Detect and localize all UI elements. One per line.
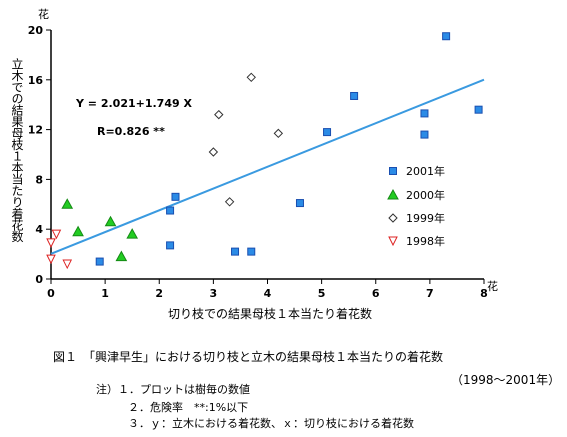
- legend-marker: [387, 188, 399, 200]
- data-point: [224, 197, 235, 207]
- regression-equation: Y = 2.021+1.749 X: [75, 97, 192, 110]
- data-point: [323, 128, 332, 137]
- data-point: [474, 105, 483, 114]
- y-tick-label: 4: [35, 223, 43, 236]
- x-unit-label: 花: [487, 280, 498, 293]
- regression-line: [50, 78, 485, 255]
- legend-label: 2001年: [406, 164, 445, 178]
- x-tick-label: 4: [264, 287, 272, 300]
- y-tick-label: 16: [28, 74, 44, 87]
- x-tick-label: 6: [372, 287, 380, 300]
- data-point: [208, 147, 219, 157]
- data-point: [95, 257, 104, 266]
- x-tick-label: 5: [318, 287, 326, 300]
- legend-marker: [389, 167, 397, 175]
- data-point: [420, 130, 429, 139]
- y-tick-label: 8: [35, 173, 43, 186]
- x-tick-label: 7: [426, 287, 434, 300]
- y-tick-label: 20: [28, 24, 44, 37]
- data-point: [51, 229, 62, 240]
- legend-label: 2000年: [406, 188, 445, 202]
- figure-caption-period: （1998～2001年）: [451, 373, 561, 387]
- y-axis-title: 立木での結果母枝１本当たり着花数: [10, 57, 24, 244]
- data-point: [166, 206, 175, 215]
- data-point: [247, 247, 256, 256]
- legend-label: 1999年: [406, 211, 445, 225]
- data-point: [62, 259, 73, 270]
- data-point: [61, 198, 74, 209]
- data-point: [171, 192, 180, 201]
- data-point: [350, 91, 359, 100]
- data-point: [246, 72, 256, 83]
- y-tick-label: 0: [35, 273, 43, 286]
- data-point: [72, 225, 84, 237]
- note-1: 注）１．プロットは樹毎の数値: [96, 383, 250, 396]
- data-point: [166, 241, 175, 250]
- x-axis-title: 切り枝での結果母枝１本当たり着花数: [168, 306, 372, 321]
- note-2: ２．危険率 **:1%以下: [128, 401, 249, 414]
- x-tick-label: 3: [210, 287, 218, 300]
- x-tick-label: 2: [155, 287, 163, 300]
- x-tick-label: 1: [101, 287, 109, 300]
- data-point: [104, 215, 117, 227]
- data-point: [46, 254, 56, 265]
- data-point: [126, 228, 139, 239]
- data-point: [442, 32, 451, 41]
- x-tick-label: 8: [480, 287, 488, 300]
- figure-caption: 図１ 「興津早生」における切り枝と立木の結果母枝１本当たりの着花数: [53, 350, 444, 364]
- data-point: [231, 247, 240, 256]
- data-point: [46, 238, 56, 249]
- note-3: ３．ｙ：立木における着花数、ｘ：切り枝における着花数: [128, 417, 414, 430]
- legend-marker: [388, 236, 398, 247]
- legend-marker: [388, 213, 398, 223]
- data-point: [420, 109, 429, 118]
- data-point: [273, 128, 284, 139]
- correlation-label: R=0.826 **: [97, 125, 165, 138]
- data-point: [214, 109, 224, 120]
- data-point: [295, 199, 304, 208]
- y-unit-label: 花: [38, 8, 49, 21]
- legend-label: 1998年: [406, 234, 445, 248]
- x-tick-label: 0: [47, 287, 55, 300]
- y-tick-label: 12: [28, 124, 43, 137]
- data-point: [115, 250, 128, 262]
